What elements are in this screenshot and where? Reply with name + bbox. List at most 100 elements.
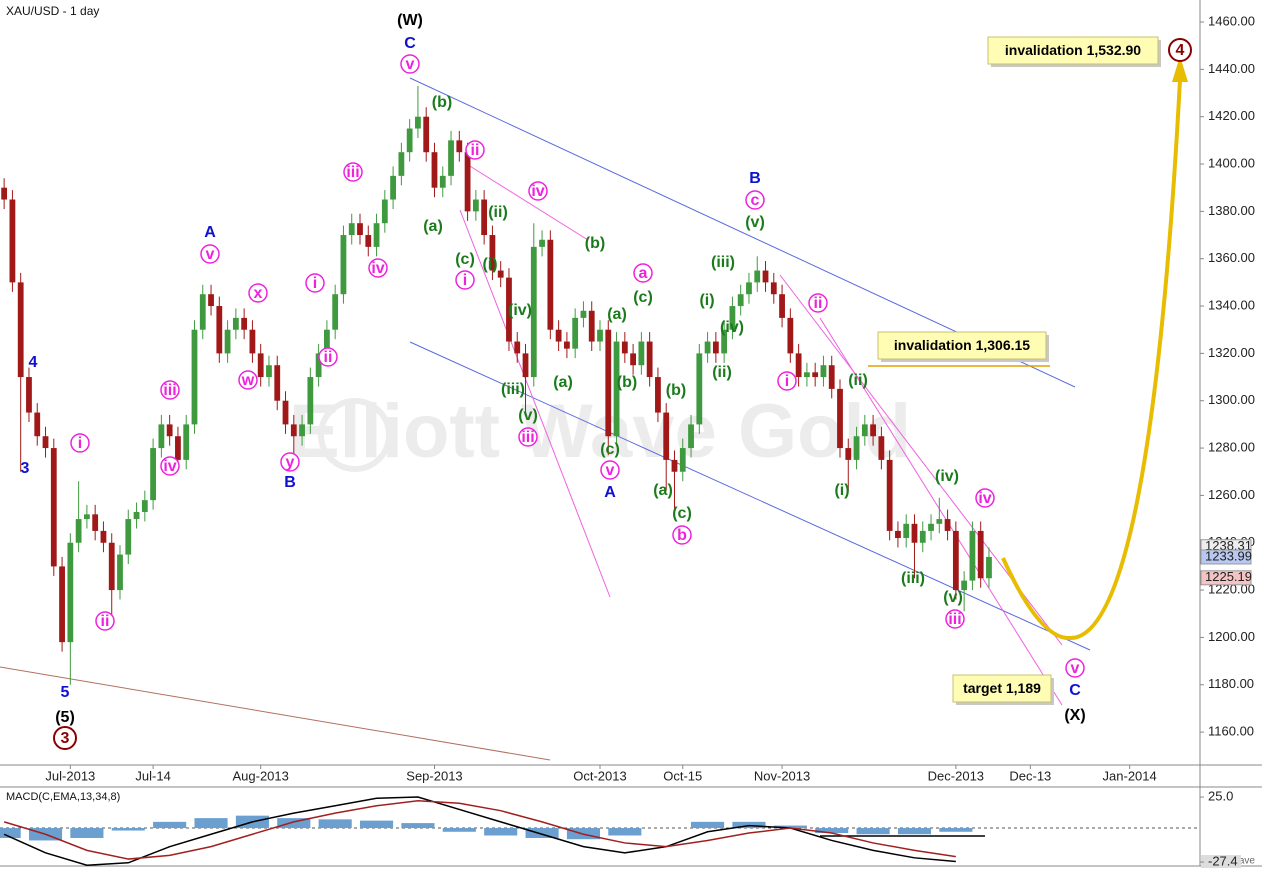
candle-body [961,580,968,591]
price-marker [1200,549,1252,565]
y-tick-label: 1420.00 [1208,108,1255,123]
candle-body [555,329,562,342]
trend-line [0,666,551,761]
wave-label: 4 [29,354,38,371]
wave-label: iv [978,490,991,507]
candle-body [489,235,496,271]
price-marker-label: 1233.99 [1205,548,1252,563]
candle-body [878,436,885,460]
wave-label: (b) [666,382,686,399]
candle-body [108,542,115,591]
macd-y-tick-label: -27.4 [1208,853,1238,868]
candle-body [853,436,860,460]
candle-body [299,424,305,437]
candle-body [67,542,74,643]
wave-label-circle [672,525,692,545]
candle-body [721,329,728,354]
wave-label: 3 [21,460,30,477]
candle-body [952,530,959,591]
wave-label: (b) [617,374,637,391]
candle-body [597,329,603,342]
wave-label: y [286,454,295,471]
wave-label: 3 [61,730,70,747]
macd-histogram-bar [153,821,187,829]
wave-label: iii [163,382,176,399]
y-tick-label: 1300.00 [1208,392,1255,407]
candle-body [564,341,570,349]
macd-histogram-bar [70,828,104,838]
x-tick-label: Jul-2013 [45,768,95,783]
candle-body [969,530,976,581]
candle-body [266,365,272,378]
candle-body [448,140,454,176]
candle-body [779,294,785,318]
candle-body [34,412,41,437]
candle-body [365,235,372,247]
wave-label-circle [70,433,90,453]
wave-label-circle [248,283,268,303]
callout-text: invalidation 1,306.15 [894,337,1030,353]
wave-label-circle [1065,658,1085,678]
candle-body [737,294,744,307]
macd-histogram-bar [897,828,932,835]
wave-label: (a) [423,218,443,235]
candle-body [26,377,32,413]
wave-label-circle [400,54,420,74]
projection-arrow [1172,56,1188,82]
macd-title: MACD(C,EMA,13,34,8) [6,791,120,803]
candle-body [696,353,703,425]
candle-body [84,514,90,520]
wave-label: (v) [745,214,765,231]
candle-body [588,310,595,342]
candle-body [820,365,827,378]
candle-body [613,341,620,437]
macd-histogram-bar [939,828,973,832]
candle-body [986,556,992,579]
y-tick-label: 1360.00 [1208,250,1255,265]
candle-body [679,448,686,472]
wave-label-circle [455,270,475,290]
candle-body [646,341,653,378]
candle-body [9,199,16,283]
macd-line [3,796,956,867]
candle-body [911,523,918,543]
macd-histogram-bar [194,818,228,829]
y-tick-label: 1260.00 [1208,487,1255,502]
wave-label: A [204,224,216,241]
wave-label-circle [528,181,548,201]
candle-body [125,519,132,555]
wave-label: (c) [672,505,692,522]
wave-label-circle [975,488,995,508]
x-tick-label: Oct-2013 [573,768,626,783]
candle-body [845,448,852,460]
candle-body [92,514,99,531]
candle-body [605,329,612,437]
candle-body [895,530,901,539]
wave-label: (iii) [501,381,525,398]
projection-curve [1001,79,1182,641]
wave-label: 5 [61,684,70,701]
candle-body [456,140,463,153]
candle-body [497,270,504,278]
wave-label: ii [471,142,480,159]
candle-body [464,152,471,212]
candle-body [42,436,49,449]
wave-label: (ii) [488,204,508,221]
candle-body [390,175,396,200]
wave-label: iv [163,458,176,475]
candle-body [472,199,479,212]
wave-label: c [751,192,760,209]
candle-body [928,523,934,531]
candle-body [729,306,736,330]
candle-body [712,341,719,354]
x-tick-label: Jan-2014 [1103,768,1157,783]
macd-marker [1201,855,1241,870]
candle-body [158,424,165,449]
wave-label: (a) [607,306,627,323]
candle-body [175,436,181,460]
y-tick-label: 1460.00 [1208,13,1255,28]
callout-text: invalidation 1,532.90 [1005,42,1141,58]
wave-label: i [78,435,82,452]
y-tick-label: 1200.00 [1208,629,1255,644]
